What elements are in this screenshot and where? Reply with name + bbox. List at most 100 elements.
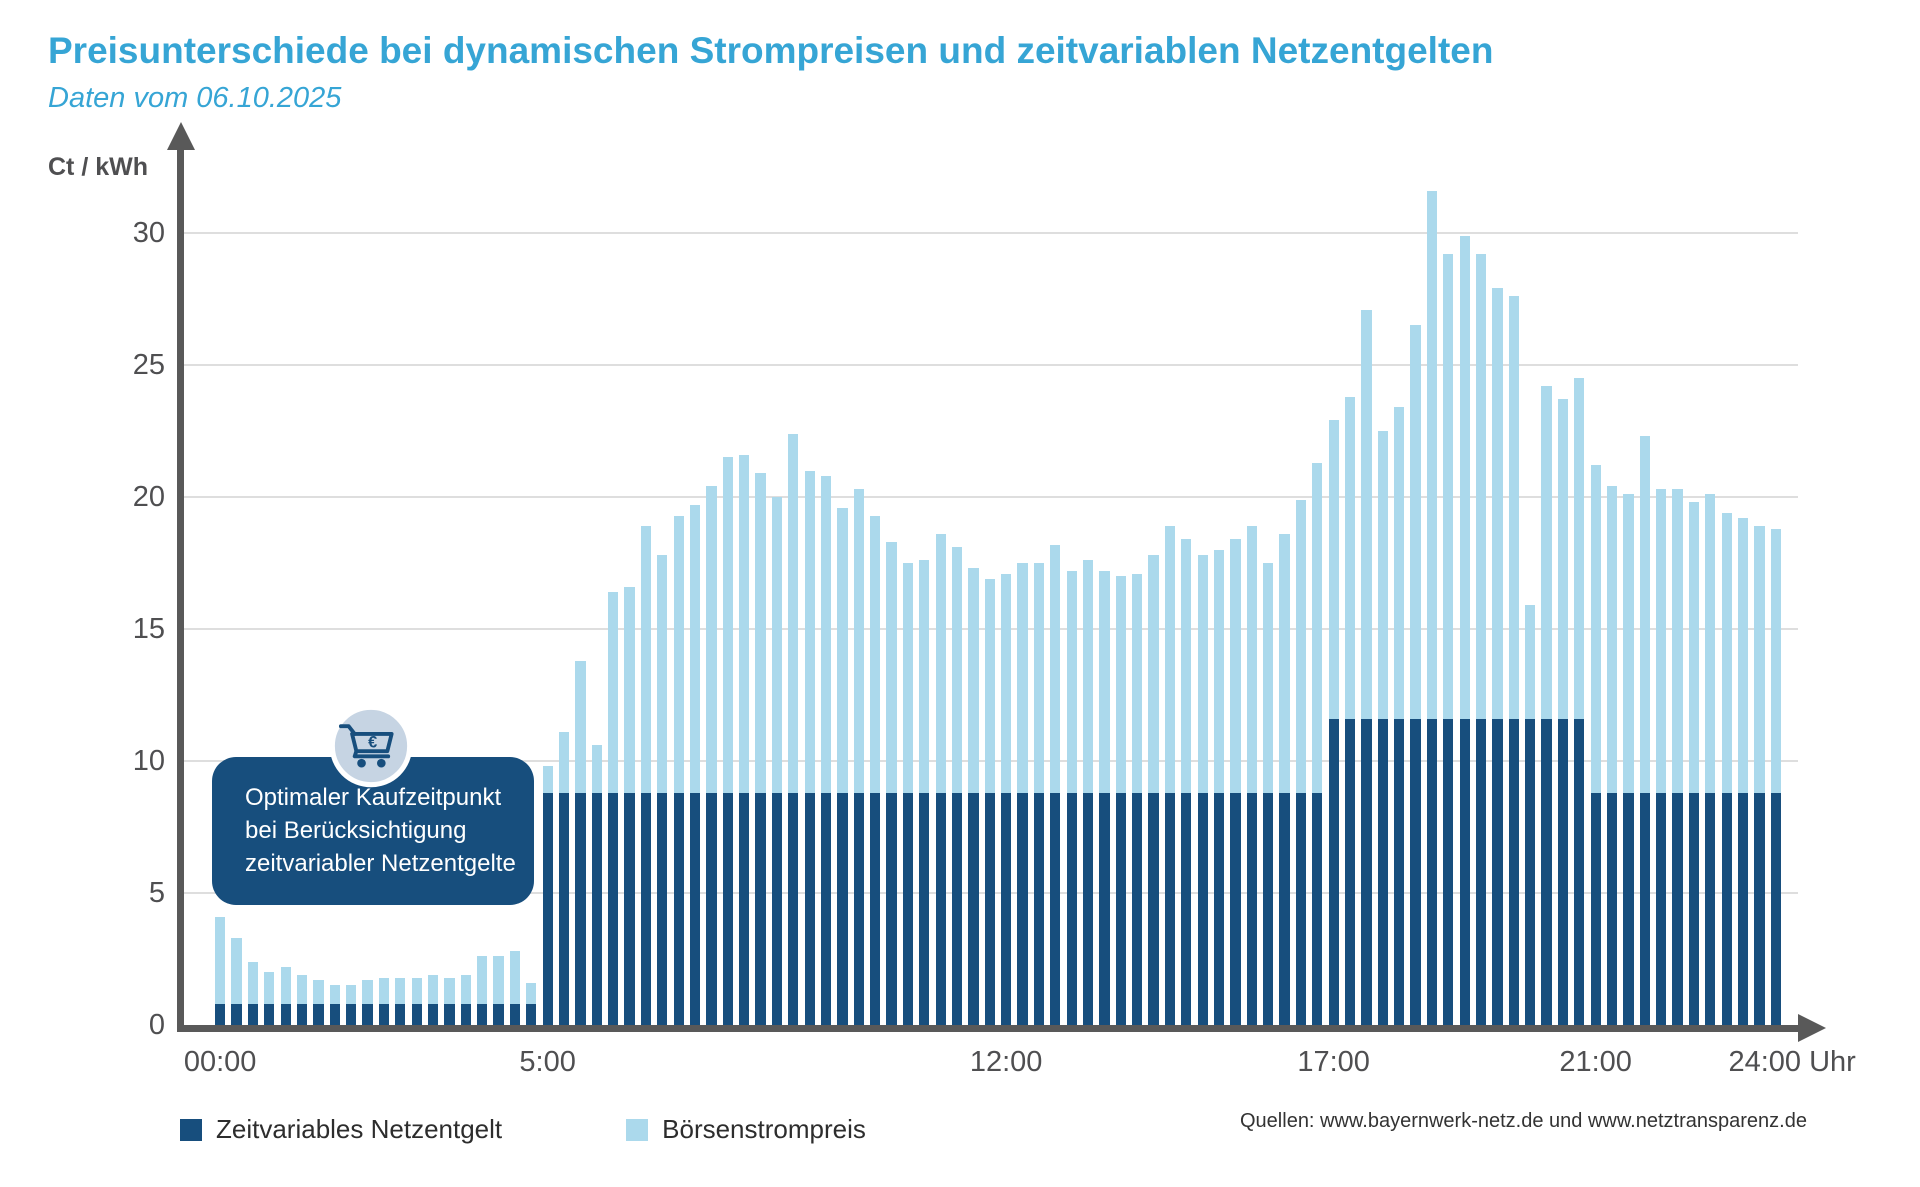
sources-text: Quellen: www.bayernwerk-netz.de und www.… [1240, 1110, 1807, 1132]
bar-28 [673, 515, 684, 1025]
bar-73-netzentgelt-segment [1410, 718, 1421, 1025]
bar-43-netzentgelt-segment [919, 792, 930, 1025]
bar-22 [575, 660, 586, 1025]
bar-79-netzentgelt-segment [1508, 718, 1519, 1025]
bar-82 [1557, 399, 1569, 1025]
bar-27 [657, 555, 668, 1025]
bar-40-boersenstrompreis-segment [870, 515, 881, 793]
bar-19-boersenstrompreis-segment [526, 982, 537, 1004]
bar-55 [1115, 576, 1126, 1025]
bar-69-netzentgelt-segment [1344, 718, 1356, 1025]
bar-6-boersenstrompreis-segment [313, 980, 324, 1004]
bar-61-boersenstrompreis-segment [1213, 549, 1225, 793]
bar-85-boersenstrompreis-segment [1606, 486, 1618, 793]
bar-85-netzentgelt-segment [1606, 792, 1618, 1025]
bar-88-boersenstrompreis-segment [1656, 489, 1667, 793]
bar-74-boersenstrompreis-segment [1426, 190, 1438, 719]
bar-85 [1606, 486, 1618, 1025]
bar-51 [1050, 544, 1061, 1025]
bar-81 [1541, 386, 1552, 1025]
x-tick-label-12-00: 12:00 [969, 1046, 1043, 1078]
bar-70-boersenstrompreis-segment [1361, 309, 1372, 719]
bar-23-boersenstrompreis-segment [591, 745, 602, 793]
bar-86-netzentgelt-segment [1623, 792, 1634, 1025]
bar-56-boersenstrompreis-segment [1132, 573, 1143, 793]
bar-33-boersenstrompreis-segment [755, 473, 766, 793]
bar-95 [1770, 528, 1781, 1025]
bar-78-boersenstrompreis-segment [1492, 288, 1503, 719]
bar-83-netzentgelt-segment [1574, 718, 1585, 1025]
bar-62-netzentgelt-segment [1230, 792, 1241, 1025]
bar-64-boersenstrompreis-segment [1263, 563, 1274, 793]
bar-16-boersenstrompreis-segment [477, 956, 488, 1004]
bar-61-netzentgelt-segment [1213, 792, 1225, 1025]
bar-75-boersenstrompreis-segment [1443, 254, 1454, 719]
bar-7 [329, 985, 340, 1025]
bar-53 [1082, 560, 1094, 1025]
bar-22-netzentgelt-segment [575, 792, 586, 1025]
bar-9 [362, 980, 373, 1025]
bar-90-netzentgelt-segment [1688, 792, 1700, 1025]
bar-45-boersenstrompreis-segment [951, 547, 963, 793]
bar-58-netzentgelt-segment [1164, 792, 1176, 1025]
bar-38-boersenstrompreis-segment [837, 507, 848, 793]
annotation-text: Optimaler Kaufzeitpunkt bei Berücksichti… [245, 781, 516, 880]
bar-84-boersenstrompreis-segment [1590, 465, 1601, 793]
bar-17-boersenstrompreis-segment [493, 956, 504, 1004]
bar-76-netzentgelt-segment [1459, 718, 1470, 1025]
bar-40-netzentgelt-segment [870, 792, 881, 1025]
x-tick-label-00-00: 00:00 [183, 1046, 257, 1078]
bar-34-netzentgelt-segment [771, 792, 783, 1025]
bar-49-netzentgelt-segment [1017, 792, 1028, 1025]
annotation-line-2: bei Berücksichtigung [245, 817, 467, 844]
bar-41-boersenstrompreis-segment [886, 541, 897, 793]
bar-89-boersenstrompreis-segment [1672, 489, 1683, 793]
bar-50-boersenstrompreis-segment [1033, 563, 1045, 793]
bar-15 [460, 974, 471, 1025]
bar-77-netzentgelt-segment [1475, 718, 1487, 1025]
bar-20-boersenstrompreis-segment [542, 766, 553, 793]
bar-52-boersenstrompreis-segment [1066, 570, 1077, 793]
bar-50 [1033, 563, 1045, 1025]
bar-6-netzentgelt-segment [313, 1003, 324, 1025]
bar-31-netzentgelt-segment [722, 792, 733, 1025]
bar-47 [984, 578, 995, 1025]
bar-54 [1099, 570, 1110, 1025]
bar-56-netzentgelt-segment [1132, 792, 1143, 1025]
bar-8-boersenstrompreis-segment [346, 985, 357, 1004]
bar-13-netzentgelt-segment [427, 1003, 439, 1025]
bar-93-netzentgelt-segment [1737, 792, 1749, 1025]
bar-63 [1246, 526, 1257, 1025]
bar-28-boersenstrompreis-segment [673, 515, 684, 793]
bar-57-netzentgelt-segment [1148, 792, 1159, 1025]
bar-79-boersenstrompreis-segment [1508, 296, 1519, 719]
bar-0-netzentgelt-segment [215, 1003, 226, 1025]
bar-20-netzentgelt-segment [542, 792, 553, 1025]
bar-43 [919, 560, 930, 1025]
bar-25-boersenstrompreis-segment [624, 586, 635, 793]
bar-55-netzentgelt-segment [1115, 792, 1126, 1025]
bar-92 [1721, 512, 1732, 1025]
bar-12 [411, 977, 422, 1025]
bar-10 [378, 977, 390, 1025]
bar-60 [1197, 555, 1208, 1025]
bar-91 [1705, 494, 1716, 1025]
bar-90-boersenstrompreis-segment [1688, 502, 1700, 793]
bar-83 [1574, 378, 1585, 1025]
bar-66-boersenstrompreis-segment [1295, 499, 1307, 793]
bar-65 [1279, 533, 1290, 1025]
bar-27-boersenstrompreis-segment [657, 555, 668, 793]
bar-80-netzentgelt-segment [1525, 718, 1536, 1025]
euro-symbol: € [368, 734, 377, 752]
bar-75-netzentgelt-segment [1443, 718, 1454, 1025]
bar-4-boersenstrompreis-segment [280, 966, 291, 1004]
shopping-cart-euro-icon: € [328, 703, 414, 789]
gridline-25 [180, 364, 1798, 366]
bar-3-boersenstrompreis-segment [264, 972, 275, 1004]
bar-66-netzentgelt-segment [1295, 792, 1307, 1025]
bar-42-netzentgelt-segment [902, 792, 914, 1025]
boersenstrompreis-swatch-icon [626, 1118, 649, 1141]
bar-14 [444, 977, 455, 1025]
bar-77 [1475, 254, 1487, 1025]
y-axis-arrow-icon [167, 122, 195, 150]
